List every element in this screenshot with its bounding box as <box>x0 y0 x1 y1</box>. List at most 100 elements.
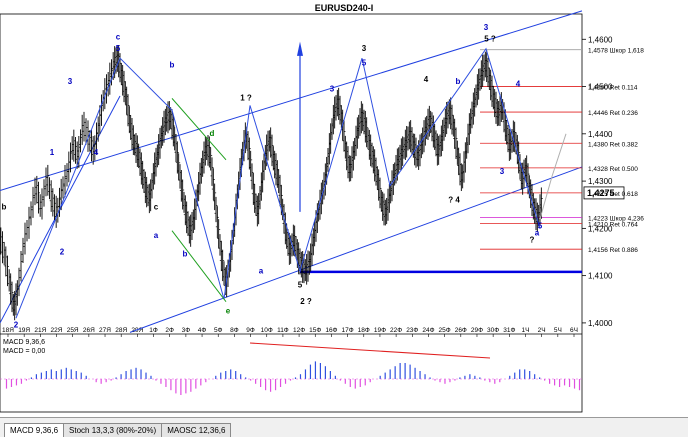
x-tick-label: 3Ф <box>182 327 191 334</box>
wave-label: 2 <box>60 247 65 256</box>
wave-label: 3 <box>330 84 335 93</box>
x-tick-label: 22Я <box>51 327 63 334</box>
fib-level-label: 1,4275 Ret 0.618 <box>588 191 638 198</box>
y-tick-label: 1,4100 <box>588 272 613 281</box>
x-tick-label: 12Ф <box>293 327 305 334</box>
wave-label: ? 4 <box>448 195 460 204</box>
tab-stoch[interactable]: Stoch 13,3,3 (80%-20%) <box>63 423 163 437</box>
macd-divergence-line <box>249 342 491 359</box>
wave-label: b <box>170 61 175 70</box>
y-tick-label: 1,4500 <box>588 83 613 92</box>
tab-macd[interactable]: MACD 9,36,6 <box>4 423 65 437</box>
wave-label: ? <box>530 236 535 245</box>
x-tick-label: 5Ф <box>214 327 223 334</box>
wave-label: 2 ? <box>300 297 312 306</box>
y-tick-label: 1,4600 <box>588 35 613 44</box>
wave-label: 5 ? <box>484 35 496 44</box>
wave-label: 3 <box>500 167 505 176</box>
current-price-label: 1,4275 <box>587 188 615 198</box>
x-tick-label: 19Я <box>18 327 30 334</box>
x-tick-label: 4Ф <box>198 327 207 334</box>
fib-level-label: 1,4223 Шкор 4,236 <box>588 215 644 222</box>
trend-channel-line <box>129 166 583 333</box>
wave-label: 1 <box>50 148 55 157</box>
vertical-arrow-head <box>297 41 303 56</box>
y-tick-label: 1,4000 <box>588 319 613 328</box>
x-tick-label: 29Ф <box>471 327 483 334</box>
fib-level-label: 1,4446 Ret 0.236 <box>588 110 638 117</box>
x-tick-label: 17Ф <box>342 327 354 334</box>
x-tick-label: 5Ч <box>554 327 562 334</box>
wave-label: 5 <box>362 58 367 67</box>
tab-maosc[interactable]: MAOSC 12,36,6 <box>161 423 232 437</box>
x-tick-label: 18Я <box>2 327 14 334</box>
x-tick-label: 25Ф <box>439 327 451 334</box>
wave-label: d <box>210 129 215 138</box>
x-tick-label: 6Ч <box>570 327 578 334</box>
wave-label: a <box>154 231 159 240</box>
wave-label: b <box>2 202 7 211</box>
trend-channel-line <box>0 10 583 192</box>
x-tick-label: 27Я <box>99 327 111 334</box>
y-tick-label: 1,4300 <box>588 177 613 186</box>
wave-label: 5 <box>116 44 121 53</box>
x-tick-label: 24Ф <box>422 327 434 334</box>
wave-label: 5 <box>538 221 543 230</box>
fib-level-label: 1,4578 Шкор 1,618 <box>588 48 644 55</box>
chart-frame <box>0 13 583 413</box>
x-tick-label: 16Ф <box>325 327 337 334</box>
current-price-box <box>583 186 625 200</box>
x-tick-label: 1Ч <box>522 327 530 334</box>
elliott-wave-path <box>15 47 541 319</box>
x-tick-label: 10Ф <box>261 327 273 334</box>
x-tick-label: 18Ф <box>358 327 370 334</box>
wave-label: 4 <box>424 75 429 84</box>
wave-label: 2 <box>14 321 19 330</box>
wave-label: 4 <box>516 80 521 89</box>
wave-label: 1 ? <box>240 94 252 103</box>
y-tick-label: 1,4400 <box>588 130 613 139</box>
wave-label: 4 <box>94 148 99 157</box>
x-tick-label: 8Ф <box>230 327 239 334</box>
x-tick-label: 19Ф <box>374 327 386 334</box>
x-tick-label: 26Ф <box>455 327 467 334</box>
wave-label: a <box>535 228 540 237</box>
y-tick-label: 1,4200 <box>588 224 613 233</box>
wave-label: c <box>116 32 121 41</box>
chart-title: EURUSD240-I <box>315 3 374 13</box>
price-chart: EURUSD240-I 1,4000 1,4100 1,4200 1,4300 1,440… <box>0 3 644 413</box>
x-tick-label: 15Ф <box>309 327 321 334</box>
macd-zero-label: MACD = 0,00 <box>3 348 45 355</box>
macd-panel-label: MACD 9,36,6 <box>3 339 45 346</box>
x-tick-label: 2Ч <box>538 327 546 334</box>
wave-label: 3 <box>362 44 367 53</box>
x-tick-label: 29Я <box>131 327 143 334</box>
wave-label: 3 <box>68 77 73 86</box>
fib-level-label: 1,4328 Ret 0.500 <box>588 166 638 173</box>
fib-level-label: 1,4210 Ret 0.764 <box>588 222 638 229</box>
x-tick-label: 28Я <box>115 327 127 334</box>
fib-level-label: 1,4380 Ret 0.382 <box>588 141 638 148</box>
x-tick-label: 26Я <box>83 327 95 334</box>
wave-label: b <box>183 250 188 259</box>
wave-label: b <box>456 77 461 86</box>
x-tick-label: 25Я <box>67 327 79 334</box>
wedge-line-lower <box>171 230 227 302</box>
wave-label: c <box>154 202 159 211</box>
fib-level-label: 1,4156 Ret 0.886 <box>588 247 638 254</box>
wave-label: e <box>226 306 231 315</box>
x-tick-label: 23Ф <box>406 327 418 334</box>
wedge-line-upper <box>171 98 227 161</box>
indicator-tab-bar: MACD 9,36,6 Stoch 13,3,3 (80%-20%) MAOSC… <box>0 417 688 437</box>
wave-label: 5 <box>298 280 303 289</box>
x-tick-label: 30Ф <box>487 327 499 334</box>
x-tick-label: 1Ф <box>149 327 158 334</box>
x-tick-label: 9Ф <box>246 327 255 334</box>
x-tick-label: 31Ф <box>503 327 515 334</box>
projection-line <box>539 133 567 220</box>
fib-level-label: 1,4500 Ret 0.114 <box>588 85 638 92</box>
x-tick-label: 22Ф <box>390 327 402 334</box>
x-tick-label: 2Ф <box>165 327 174 334</box>
wave-label: 3 <box>484 23 489 32</box>
